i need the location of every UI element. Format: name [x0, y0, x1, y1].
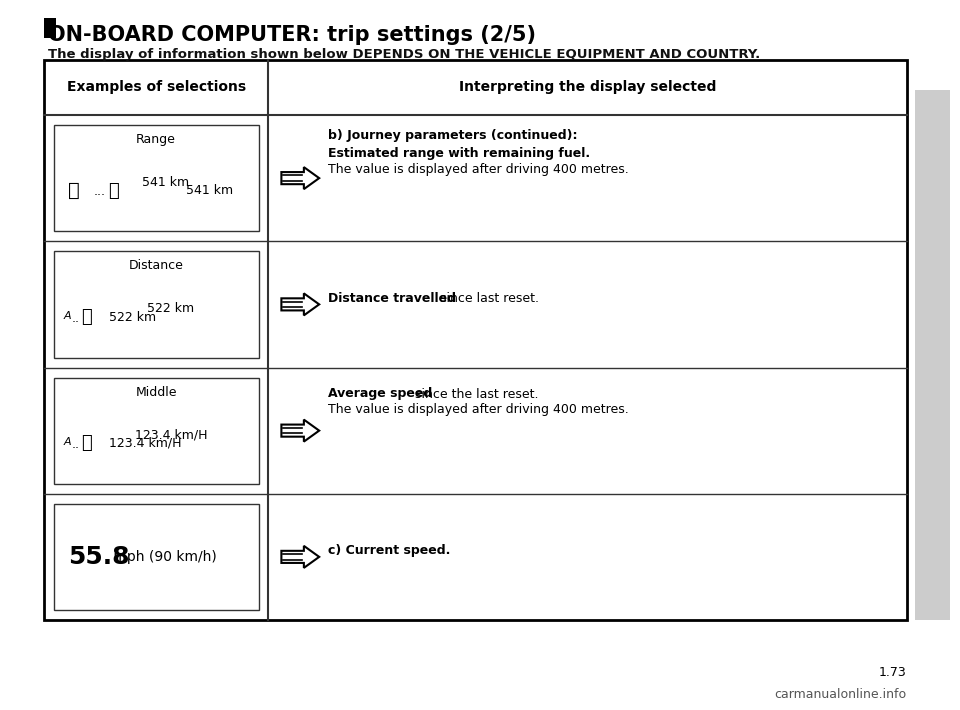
Text: c) Current speed.: c) Current speed.: [328, 545, 450, 557]
Polygon shape: [281, 420, 319, 442]
Text: Estimated range with remaining fuel.: Estimated range with remaining fuel.: [328, 147, 590, 160]
Text: 541 km: 541 km: [142, 175, 190, 189]
Text: Range: Range: [136, 133, 176, 146]
Text: 522 km: 522 km: [109, 311, 156, 324]
Bar: [915, 90, 949, 620]
Polygon shape: [281, 167, 319, 189]
Text: A: A: [63, 311, 71, 321]
Text: mph (90 km/h): mph (90 km/h): [109, 550, 217, 564]
Text: b) Journey parameters (continued):: b) Journey parameters (continued):: [328, 129, 578, 142]
Text: Average speed: Average speed: [328, 388, 432, 400]
Text: Middle: Middle: [135, 386, 177, 398]
Text: 1.73: 1.73: [879, 665, 907, 679]
Text: A: A: [63, 437, 71, 447]
Text: 🚗: 🚗: [82, 308, 92, 326]
Text: since the last reset.: since the last reset.: [411, 388, 539, 400]
Bar: [44, 18, 56, 38]
Text: ..: ..: [72, 438, 80, 451]
Bar: [44, 60, 907, 620]
Text: 🚗: 🚗: [67, 181, 80, 200]
Bar: [54, 125, 258, 231]
Text: 522 km: 522 km: [148, 302, 195, 315]
Bar: [54, 378, 258, 484]
Text: since last reset.: since last reset.: [436, 292, 539, 305]
Text: ...: ...: [93, 185, 106, 198]
Polygon shape: [281, 546, 319, 568]
Text: The display of information shown below DEPENDS ON THE VEHICLE EQUIPMENT AND COUN: The display of information shown below D…: [48, 48, 760, 61]
Text: 123.4 km/H: 123.4 km/H: [134, 428, 207, 441]
Text: 🚗: 🚗: [82, 435, 92, 452]
Text: Examples of selections: Examples of selections: [66, 80, 246, 94]
Text: ON-BOARD COMPUTER: trip settings (2/5): ON-BOARD COMPUTER: trip settings (2/5): [48, 25, 536, 45]
Text: Distance: Distance: [129, 259, 183, 272]
Text: carmanualonline.info: carmanualonline.info: [775, 689, 907, 701]
Text: The value is displayed after driving 400 metres.: The value is displayed after driving 400…: [328, 163, 629, 176]
Text: 541 km: 541 km: [186, 185, 233, 197]
Text: Distance travelled: Distance travelled: [328, 292, 456, 305]
Text: ..: ..: [72, 312, 80, 324]
Text: Interpreting the display selected: Interpreting the display selected: [459, 80, 716, 94]
Text: 55.8: 55.8: [67, 545, 129, 569]
Text: The value is displayed after driving 400 metres.: The value is displayed after driving 400…: [328, 403, 629, 417]
Bar: [54, 251, 258, 358]
Bar: [54, 504, 258, 610]
Text: ⛽: ⛽: [108, 182, 119, 200]
Polygon shape: [281, 293, 319, 315]
Text: 123.4 km/H: 123.4 km/H: [109, 437, 181, 450]
